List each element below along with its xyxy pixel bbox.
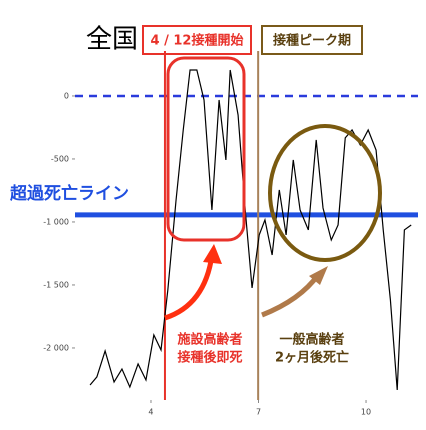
- data-line: [89, 69, 412, 390]
- arrow: [164, 254, 215, 321]
- peak-box: [261, 25, 363, 55]
- highlight-box: [166, 56, 246, 242]
- facility-label: 施設高齢者: [177, 332, 242, 348]
- highlight-ellipse: [268, 124, 382, 262]
- start-label: 4 / 12接種開始: [151, 33, 244, 49]
- x-tick-label: 10: [361, 408, 371, 417]
- peak-label: 接種ピーク期: [273, 33, 351, 49]
- arrow: [261, 273, 321, 318]
- x-tick-label: 4: [148, 408, 153, 417]
- plot: 0 -500 -1 000 -1 500 -2 000 4 7 10: [43, 51, 418, 417]
- y-tick-label: -1 000: [43, 217, 69, 226]
- y-tick-label: -1 500: [43, 280, 69, 289]
- start-box: [142, 25, 252, 55]
- chart-title: 全国: [86, 25, 138, 55]
- y-tick-label: -500: [51, 154, 69, 163]
- x-tick-label: 7: [256, 408, 261, 417]
- y-tick-label: 0: [64, 91, 69, 100]
- general-label: 2ヶ月後死亡: [275, 350, 349, 366]
- arrow-head: [309, 266, 328, 285]
- y-tick-label: -2 000: [43, 343, 69, 352]
- general-label: 一般高齢者: [279, 332, 344, 348]
- excess-label: 超過死亡ライン: [10, 183, 129, 204]
- arrow-head: [203, 244, 222, 264]
- facility-label: 接種後即死: [177, 350, 242, 366]
